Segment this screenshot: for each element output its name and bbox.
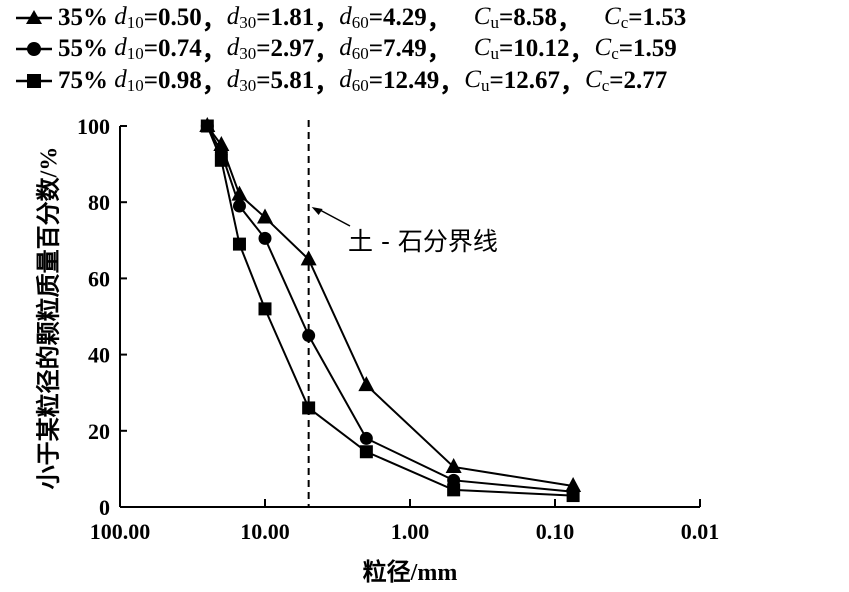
- data-point-square: [566, 489, 580, 503]
- cc-value: 1.53: [642, 3, 687, 31]
- cu-value: 8.58: [513, 3, 557, 31]
- data-point-square: [302, 401, 316, 415]
- d30-value: 5.81: [270, 66, 315, 94]
- data-point-square: [200, 119, 214, 133]
- legend-label: 35%: [58, 3, 108, 31]
- triangle-marker-icon: [16, 9, 52, 24]
- square-marker-icon: [16, 73, 52, 88]
- d30-value: 1.81: [270, 3, 315, 31]
- legend-entry: 75% d10 = 0.98， d30 = 5.81， d60 = 12.49， Cu = 12.67…: [14, 65, 686, 97]
- d30-value: 2.97: [270, 35, 315, 63]
- d60-value: 4.29: [383, 3, 427, 31]
- data-point-square: [258, 302, 272, 316]
- data-point-square: [214, 153, 228, 167]
- data-point-square: [447, 483, 461, 497]
- data-point-triangle: [213, 136, 230, 152]
- data-point-square: [359, 445, 373, 459]
- data-point-circle: [359, 431, 373, 445]
- x-tick-label: 10.00: [240, 519, 290, 544]
- legend-label: 75%: [58, 66, 108, 94]
- cc-value: 2.77: [623, 66, 668, 94]
- annotation-arrow: [319, 209, 351, 227]
- circle-marker-icon: [16, 42, 52, 57]
- y-axis-label: 小于某粒径的颗粒质量百分数/%: [36, 146, 63, 490]
- data-point-triangle: [300, 250, 317, 266]
- data-point-circle: [302, 329, 316, 343]
- d10-value: 0.98: [158, 66, 202, 94]
- cu-value: 10.12: [513, 35, 570, 63]
- series-line-75%: [206, 125, 574, 497]
- x-tick-label: 0.10: [536, 519, 575, 544]
- d10-value: 0.50: [158, 3, 202, 31]
- data-point-triangle: [358, 376, 375, 392]
- arrow-head-icon: [311, 207, 323, 215]
- y-tick-label: 100: [77, 114, 110, 139]
- x-axis-label: 粒径/mm: [362, 560, 458, 586]
- y-tick-label: 20: [88, 419, 110, 444]
- legend-entry: 55% d10 = 0.74， d30 = 2.97， d60 = 7.49， Cu = 10.12，…: [14, 34, 686, 65]
- y-tick-label: 80: [88, 190, 110, 215]
- data-point-triangle: [445, 457, 462, 473]
- data-point-circle: [232, 199, 246, 213]
- cu-value: 12.67: [503, 66, 560, 94]
- y-tick-label: 0: [99, 495, 110, 520]
- d60-value: 7.49: [383, 35, 427, 63]
- legend-label: 55%: [58, 35, 108, 63]
- x-tick-label: 100.00: [90, 519, 151, 544]
- y-tick-label: 40: [88, 343, 110, 368]
- y-tick-label: 60: [88, 266, 110, 291]
- d60-value: 12.49: [383, 66, 440, 94]
- boundary-annotation: 土 - 石分界线: [348, 227, 498, 256]
- data-point-triangle: [257, 208, 273, 224]
- data-point-square: [232, 237, 246, 251]
- data-point-circle: [258, 231, 272, 245]
- cc-value: 1.59: [632, 35, 677, 63]
- x-tick-label: 0.01: [681, 519, 720, 544]
- d10-value: 0.74: [158, 35, 202, 63]
- legend-entry: 35% d10 = 0.50， d30 = 1.81， d60 = 4.29， Cu = 8.58， C…: [14, 2, 686, 34]
- legend: 35% d10 = 0.50， d30 = 1.81， d60 = 4.29， Cu = 8.58， C…: [14, 2, 686, 97]
- x-tick-label: 1.00: [391, 519, 430, 544]
